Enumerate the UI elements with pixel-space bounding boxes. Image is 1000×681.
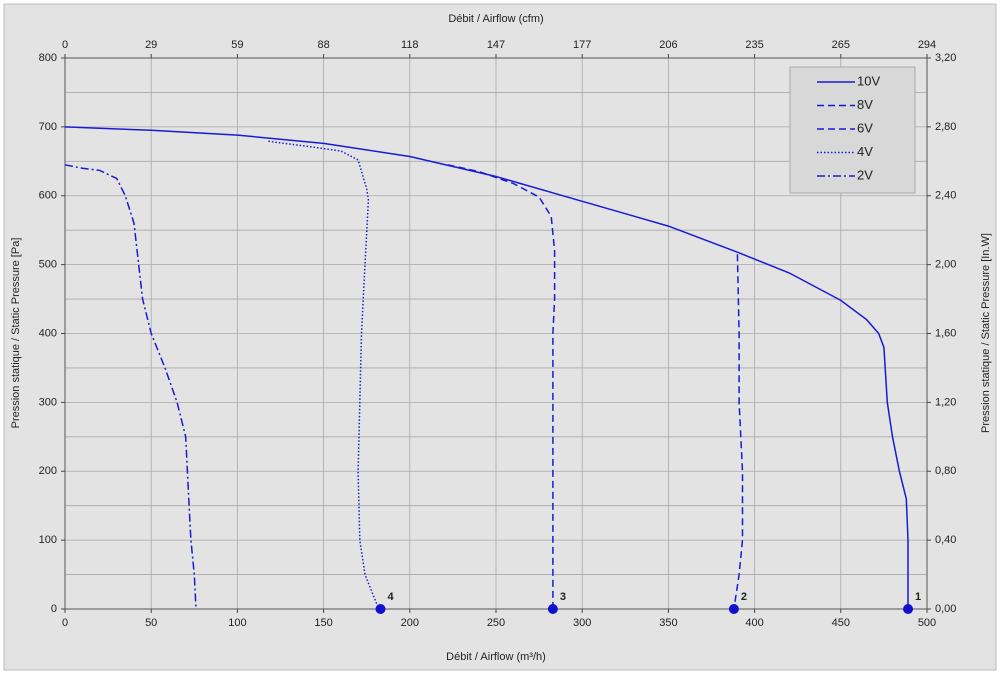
y-tick-label: 800 — [39, 52, 57, 64]
y2-tick-label: 2,40 — [935, 190, 956, 202]
legend-box — [789, 66, 916, 194]
x-axis-title: Débit / Airflow (m³/h) — [446, 651, 546, 663]
legend-label: 6V — [857, 120, 873, 135]
series-line — [64, 126, 909, 609]
y-tick-label: 300 — [39, 396, 57, 408]
x2-tick-label: 294 — [918, 39, 936, 51]
x2-tick-label: 235 — [745, 39, 763, 51]
x2-tick-label: 265 — [832, 39, 850, 51]
y2-axis-title: Pression statique / Static Pressure [In.… — [980, 233, 992, 433]
series-line — [733, 254, 744, 610]
y-tick-label: 400 — [39, 327, 57, 339]
x2-tick-label: 177 — [573, 39, 591, 51]
y-tick-label: 600 — [39, 190, 57, 202]
x2-tick-label: 118 — [401, 39, 419, 51]
x2-tick-label: 147 — [487, 39, 505, 51]
x-tick-label: 50 — [145, 617, 157, 629]
x2-tick-label: 88 — [317, 39, 329, 51]
x-tick-label: 100 — [228, 617, 246, 629]
y-axis-title: Pression statique / Static Pressure [Pa] — [10, 238, 22, 429]
y2-tick-label: 2,00 — [935, 259, 956, 271]
x2-tick-label: 0 — [62, 39, 68, 51]
x-tick-label: 350 — [659, 617, 677, 629]
operating-point — [728, 604, 739, 614]
y-tick-label: 200 — [39, 465, 57, 477]
y-tick-label: 100 — [39, 534, 57, 546]
y2-tick-label: 2,80 — [935, 121, 956, 133]
y2-tick-label: 0,00 — [935, 603, 956, 615]
x-tick-label: 150 — [314, 617, 332, 629]
series-line — [447, 164, 556, 609]
x-tick-label: 200 — [401, 617, 419, 629]
legend-label: 2V — [857, 167, 873, 182]
x-tick-label: 450 — [832, 617, 850, 629]
series-line — [64, 164, 197, 610]
y2-tick-label: 0,80 — [935, 465, 956, 477]
y-tick-label: 0 — [51, 603, 57, 615]
y2-tick-label: 3,20 — [935, 52, 956, 64]
x2-tick-label: 206 — [659, 39, 677, 51]
x-tick-label: 400 — [745, 617, 763, 629]
point-label: 4 — [387, 591, 394, 603]
x-tick-label: 0 — [62, 617, 68, 629]
y-tick-label: 500 — [39, 259, 57, 271]
legend-label: 8V — [857, 97, 873, 112]
legend-label: 4V — [857, 144, 873, 159]
x-tick-label: 300 — [573, 617, 591, 629]
y-tick-label: 700 — [39, 121, 57, 133]
x2-tick-label: 59 — [231, 39, 243, 51]
x-tick-label: 500 — [918, 617, 936, 629]
x2-axis-title: Débit / Airflow (cfm) — [448, 13, 543, 25]
x-tick-label: 250 — [487, 617, 505, 629]
x2-tick-label: 29 — [145, 39, 157, 51]
operating-point — [547, 604, 558, 614]
y2-tick-label: 1,60 — [935, 327, 956, 339]
operating-point — [903, 604, 914, 614]
point-label: 2 — [741, 591, 747, 603]
operating-point — [375, 604, 386, 614]
y2-tick-label: 0,40 — [935, 534, 956, 546]
point-label: 1 — [915, 591, 921, 603]
point-label: 3 — [560, 591, 566, 603]
legend-label: 10V — [857, 73, 880, 88]
plot-frame — [64, 57, 928, 610]
y2-tick-label: 1,20 — [935, 396, 956, 408]
